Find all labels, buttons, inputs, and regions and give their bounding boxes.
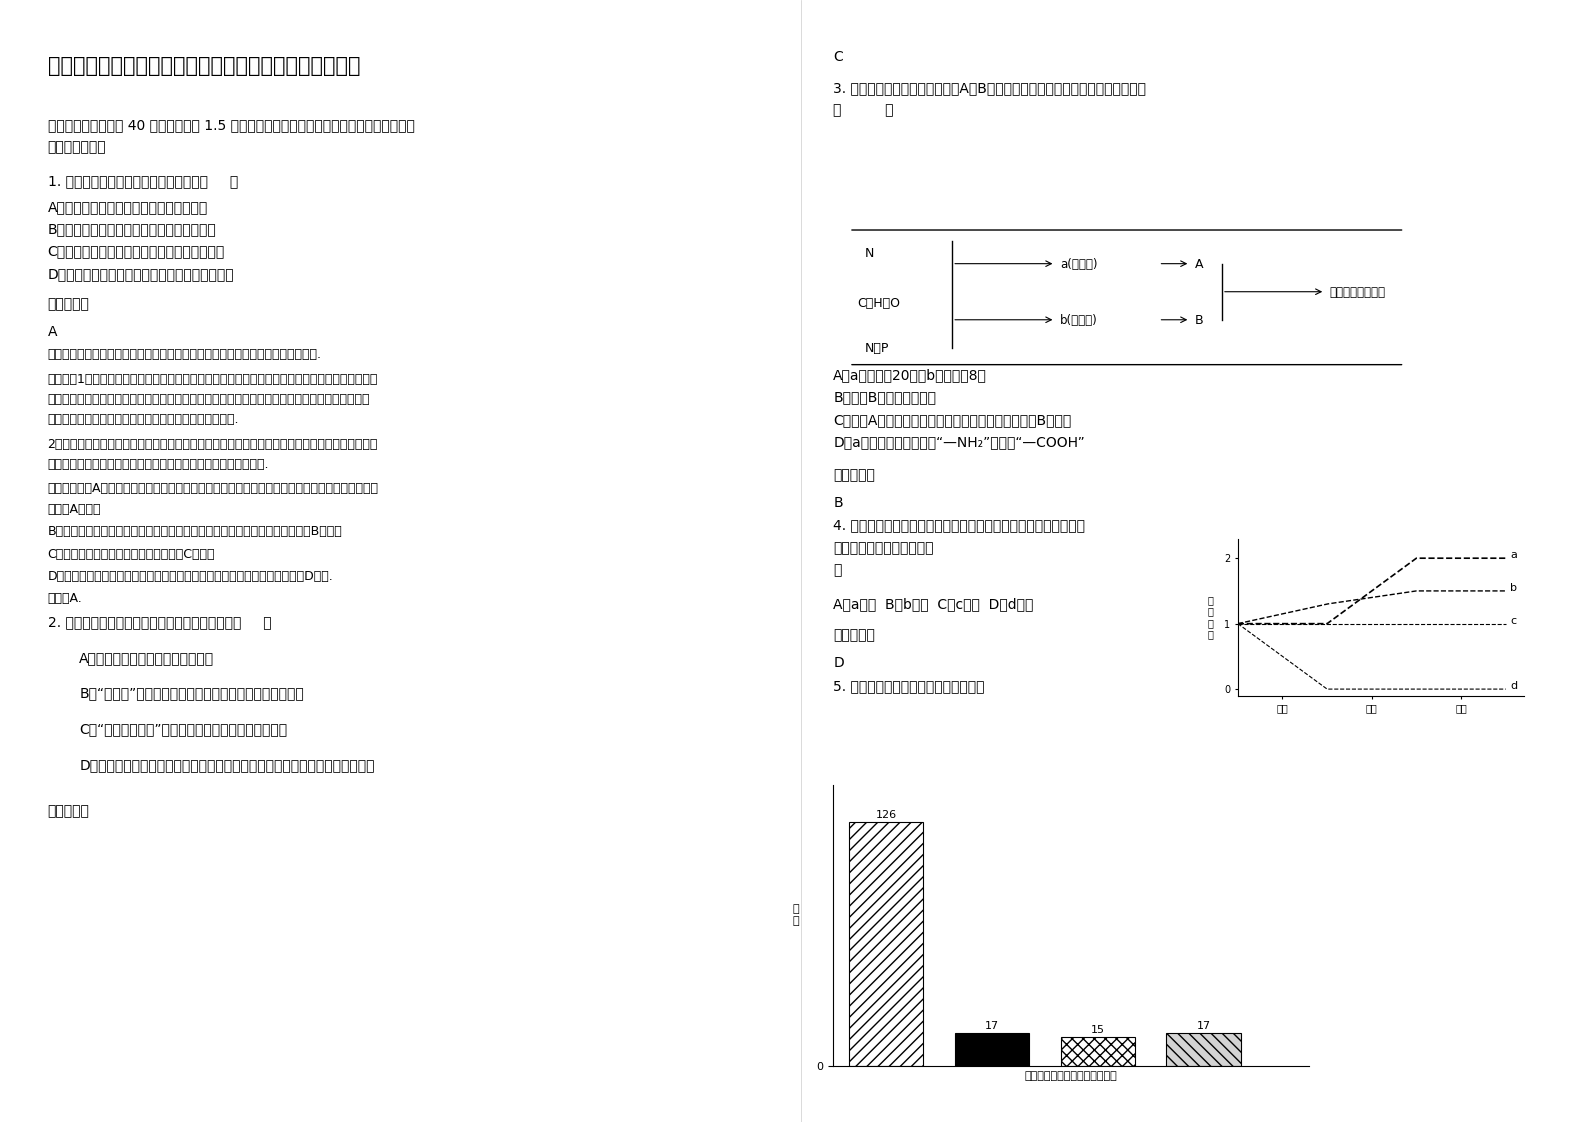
- Text: b(小分子): b(小分子): [1060, 314, 1098, 328]
- Text: 【分析】1、细胞凋亡是由基因决定的细胞编程序死亡的过程，细胞凋亡是生物体正常发育的基础、: 【分析】1、细胞凋亡是由基因决定的细胞编程序死亡的过程，细胞凋亡是生物体正常发育…: [48, 373, 378, 386]
- Text: 湖南省岳阳市平江县冬塔乡中学高三生物月考试题含解析: 湖南省岳阳市平江县冬塔乡中学高三生物月考试题含解析: [48, 56, 360, 76]
- Text: N: N: [865, 247, 874, 260]
- Y-axis label: 数
目: 数 目: [792, 904, 798, 926]
- Text: C、无丝分裂是真核细胞增殖方式之一，C错误；: C、无丝分裂是真核细胞增殖方式之一，C错误；: [48, 548, 216, 561]
- Text: 染色体的主要成分: 染色体的主要成分: [1330, 286, 1385, 300]
- Text: A．a的种类约20种，b的种类约8种: A．a的种类约20种，b的种类约8种: [833, 368, 987, 381]
- Text: A．细胞是地球上最基本的生命系统: A．细胞是地球上最基本的生命系统: [79, 651, 214, 664]
- Text: A: A: [1195, 258, 1203, 272]
- Text: N、P: N、P: [865, 342, 889, 356]
- Text: 2. 下列有关生命系统结构层次的叙述不正确的是（     ）: 2. 下列有关生命系统结构层次的叙述不正确的是（ ）: [48, 615, 271, 628]
- Text: 题目要求的。）: 题目要求的。）: [48, 140, 106, 154]
- Bar: [955, 1033, 1028, 1066]
- Text: 15: 15: [1090, 1026, 1105, 1034]
- Text: 锤丝的相应极之间的平均距: 锤丝的相应极之间的平均距: [833, 541, 933, 554]
- Text: 能维持组织细胞数目的相对稳定、是机体的一种自我保护机制。在成熟的生物体内，细胞的自然更: 能维持组织细胞数目的相对稳定、是机体的一种自我保护机制。在成熟的生物体内，细胞的…: [48, 393, 370, 406]
- Text: C、H、O: C、H、O: [857, 297, 900, 311]
- Text: 离: 离: [833, 563, 841, 577]
- Text: B．原癌基因与抑癌基因在正常细胞中不表达: B．原癌基因与抑癌基因在正常细胞中不表达: [48, 222, 216, 236]
- Text: A．胚胎细胞中存在与细胞凋亡有关的基因: A．胚胎细胞中存在与细胞凋亡有关的基因: [48, 200, 208, 213]
- Text: 新、被病原体感染的细胞的清除，是通过细胞凋亡完成的.: 新、被病原体感染的细胞的清除，是通过细胞凋亡完成的.: [48, 413, 240, 426]
- Text: 2、细胞癌变的根本原因是原癌基因和抑癌基因发生基因突变，其中原癌基因负责调节细胞周期，控: 2、细胞癌变的根本原因是原癌基因和抑癌基因发生基因突变，其中原癌基因负责调节细胞…: [48, 438, 378, 451]
- Text: d: d: [1511, 681, 1517, 691]
- Text: 故选：A.: 故选：A.: [48, 592, 83, 606]
- Text: 参考答案：: 参考答案：: [48, 297, 89, 311]
- Text: B: B: [833, 496, 843, 509]
- Text: D: D: [833, 656, 844, 670]
- Text: A: A: [48, 325, 57, 339]
- Bar: [1166, 1033, 1241, 1066]
- Text: 4. 右图中哪条曲线能表示有丝分裂过程中染色体的着丝点与发出羺: 4. 右图中哪条曲线能表示有丝分裂过程中染色体的着丝点与发出羺: [833, 518, 1086, 532]
- Text: 参考答案：: 参考答案：: [833, 468, 874, 481]
- Text: b: b: [1511, 583, 1517, 592]
- Text: 3. 右图为人体内两种重要化合物A与B的化学组成关系图。下列相关叙述正确的是: 3. 右图为人体内两种重要化合物A与B的化学组成关系图。下列相关叙述正确的是: [833, 81, 1146, 94]
- Text: 1. 关于细胞生命历程的叙述，正确的是（     ）: 1. 关于细胞生命历程的叙述，正确的是（ ）: [48, 174, 238, 187]
- Text: 【解答】解：A、与细胞凋亡有关的基因存在于正常体细胞中，故胚胎细胞中存在与细胞凋亡有关的: 【解答】解：A、与细胞凋亡有关的基因存在于正常体细胞中，故胚胎细胞中存在与细胞凋…: [48, 482, 379, 496]
- Text: B．“三倍体”是从个体层次对体细胞染色体数量特征的描述: B．“三倍体”是从个体层次对体细胞染色体数量特征的描述: [79, 687, 305, 700]
- Text: D、细胞分化过程中由于基因的选择性表达，蛋白质种类和数量会发生改变，D错误.: D、细胞分化过程中由于基因的选择性表达，蛋白质种类和数量会发生改变，D错误.: [48, 570, 333, 583]
- Text: a: a: [1511, 550, 1517, 560]
- Text: 【考点】细胞凋亡的含义；真核细胞的分裂方式；细胞的分化；癌细胞的主要特征.: 【考点】细胞凋亡的含义；真核细胞的分裂方式；细胞的分化；癌细胞的主要特征.: [48, 348, 322, 361]
- Text: C．物质A的种类在神经细胞与表皮细胞中相同，物质B则不同: C．物质A的种类在神经细胞与表皮细胞中相同，物质B则不同: [833, 413, 1071, 426]
- Bar: [1060, 1037, 1135, 1066]
- Text: 126: 126: [876, 810, 897, 820]
- Text: （          ）: （ ）: [833, 103, 893, 117]
- Text: 基因，A正确；: 基因，A正确；: [48, 503, 102, 516]
- Text: a(小分子): a(小分子): [1060, 258, 1098, 272]
- X-axis label: 某种蛋白质中相关基团或氨基酸: 某种蛋白质中相关基团或氨基酸: [1025, 1072, 1117, 1082]
- Text: 制细胞生长和分裂的过程，抑癌基因主要是阵止细胞不正常的增殖.: 制细胞生长和分裂的过程，抑癌基因主要是阵止细胞不正常的增殖.: [48, 458, 270, 471]
- Text: D．a的结构中只含有一个“—NH₂”和一个“—COOH”: D．a的结构中只含有一个“—NH₂”和一个“—COOH”: [833, 435, 1086, 449]
- Text: D．物质循环是指组成生物体的元素在生命系统的最高层次内所进行的循环运动: D．物质循环是指组成生物体的元素在生命系统的最高层次内所进行的循环运动: [79, 758, 375, 772]
- Text: 5. 有关下图中蛋白质的叙述，正确的是: 5. 有关下图中蛋白质的叙述，正确的是: [833, 679, 984, 692]
- Text: D．细胞分化过程中蛋白质种类和数量未发生改变: D．细胞分化过程中蛋白质种类和数量未发生改变: [48, 267, 235, 280]
- Y-axis label: 相
对
距
离: 相 对 距 离: [1208, 595, 1212, 640]
- Text: 参考答案：: 参考答案：: [833, 628, 874, 642]
- Text: 参考答案：: 参考答案：: [48, 804, 89, 818]
- Text: 17: 17: [1197, 1021, 1211, 1031]
- Text: B、原癌基因与抑癌基因为控制细胞正常分裂的基因，故在正常细胞中会表达，B错误；: B、原癌基因与抑癌基因为控制细胞正常分裂的基因，故在正常细胞中会表达，B错误；: [48, 525, 343, 539]
- Bar: [849, 822, 924, 1066]
- Text: A．a曲线  B．b曲线  C．c曲线  D．d曲线: A．a曲线 B．b曲线 C．c曲线 D．d曲线: [833, 597, 1033, 610]
- Text: C．真核细胞不存在无丝分裂这一细胞增殖方式: C．真核细胞不存在无丝分裂这一细胞增殖方式: [48, 245, 225, 258]
- Text: B: B: [1195, 314, 1203, 328]
- Text: C．“太湖中所有鱼”属于生命系统研究的一个结构层次: C．“太湖中所有鱼”属于生命系统研究的一个结构层次: [79, 723, 287, 736]
- Text: B．物质B是人的遗传物质: B．物质B是人的遗传物质: [833, 390, 936, 404]
- Text: 17: 17: [986, 1021, 998, 1031]
- Text: C: C: [833, 50, 843, 64]
- Text: 一、选择题（本题共 40 小题，每小题 1.5 分。在每小题给出的四个选项中，只有一项是符合: 一、选择题（本题共 40 小题，每小题 1.5 分。在每小题给出的四个选项中，只…: [48, 118, 414, 131]
- Text: c: c: [1511, 616, 1516, 626]
